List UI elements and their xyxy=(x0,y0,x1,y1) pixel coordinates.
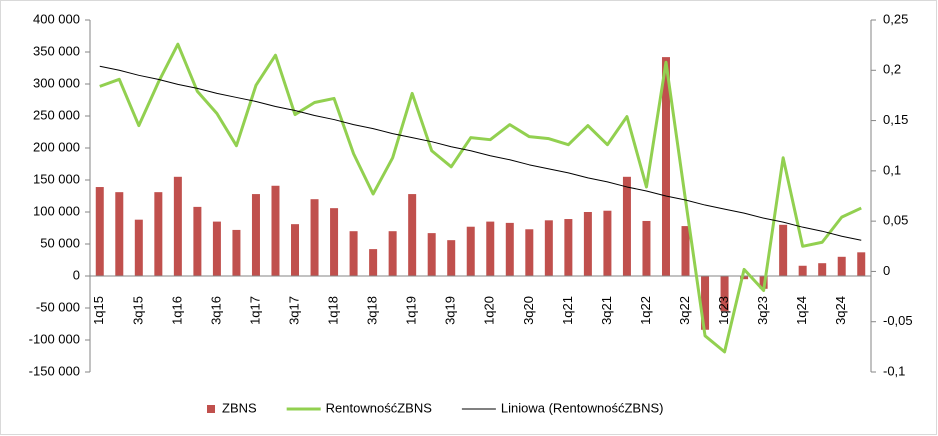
bar xyxy=(349,231,358,276)
x-tick-label: 1q23 xyxy=(716,296,731,325)
x-tick-label: 3q18 xyxy=(365,296,380,325)
y-tick-label: 350 000 xyxy=(33,43,80,58)
y-tick-label: 50 000 xyxy=(40,235,80,250)
y-tick-label: 100 000 xyxy=(33,203,80,218)
bar xyxy=(291,224,300,276)
bar xyxy=(720,276,729,312)
y2-tick-label: 0,2 xyxy=(883,62,901,77)
x-tick-label: 3q23 xyxy=(755,296,770,325)
x-tick-label: 3q15 xyxy=(130,296,145,325)
bar xyxy=(661,57,670,277)
bar xyxy=(779,224,788,276)
line-series xyxy=(99,42,862,354)
x-tick-label: 3q19 xyxy=(443,296,458,325)
y2-tick-label: 0,05 xyxy=(883,213,908,228)
x-tick-label: 1q19 xyxy=(404,296,419,325)
legend-label: RentownośćZBNS xyxy=(326,400,433,415)
bar xyxy=(173,176,182,276)
bar xyxy=(681,226,690,276)
y-tick-label: 400 000 xyxy=(33,11,80,26)
bar xyxy=(622,176,631,276)
x-tick-label: 1q18 xyxy=(326,296,341,325)
y2-tick-label: 0,25 xyxy=(883,11,908,26)
bar xyxy=(701,276,710,330)
bar xyxy=(134,219,143,276)
y-tick-label: 300 000 xyxy=(33,75,80,90)
bar xyxy=(447,240,456,276)
x-tick-label: 1q20 xyxy=(482,296,497,325)
x-tick-label: 1q17 xyxy=(247,296,262,325)
bar xyxy=(408,194,417,276)
bar xyxy=(798,265,807,276)
y-tick-label: -100 000 xyxy=(29,331,80,346)
y2-tick-label: 0,1 xyxy=(883,162,901,177)
bar xyxy=(193,206,202,276)
bar xyxy=(857,252,866,276)
bar xyxy=(583,212,592,276)
bar xyxy=(525,229,534,276)
y-tick-label: -50 000 xyxy=(36,299,80,314)
x-tick-label: 1q22 xyxy=(638,296,653,325)
y2-tick-label: -0,05 xyxy=(883,313,913,328)
x-tick-label: 1q24 xyxy=(794,296,809,325)
bar xyxy=(154,192,163,276)
x-tick-label: 3q22 xyxy=(677,296,692,325)
bar xyxy=(115,192,124,276)
bar xyxy=(95,187,104,276)
bar xyxy=(251,194,260,276)
x-tick-label: 1q16 xyxy=(169,296,184,325)
trend-line xyxy=(99,65,862,241)
bar xyxy=(466,226,475,276)
bar xyxy=(505,222,514,276)
x-tick-label: 1q15 xyxy=(91,296,106,325)
y2-tick-label: -0,1 xyxy=(883,363,905,378)
x-tick-label: 3q21 xyxy=(599,296,614,325)
bar xyxy=(740,276,749,280)
bar xyxy=(564,219,573,276)
bar xyxy=(310,199,319,276)
y2-tick-label: 0 xyxy=(883,263,890,278)
y2-tick-label: 0,15 xyxy=(883,112,908,127)
x-tick-label: 3q16 xyxy=(208,296,223,325)
y-tick-label: 0 xyxy=(73,267,80,282)
bar xyxy=(369,249,378,276)
bar xyxy=(603,210,612,276)
legend-label: ZBNS xyxy=(222,400,257,415)
bar xyxy=(388,231,397,276)
bar xyxy=(486,221,495,276)
legend-label: Liniowa (RentownośćZBNS) xyxy=(501,400,664,415)
x-tick-label: 3q24 xyxy=(833,296,848,325)
bar xyxy=(544,220,553,276)
bar xyxy=(837,256,846,276)
y-tick-label: 150 000 xyxy=(33,171,80,186)
y-tick-label: -150 000 xyxy=(29,363,80,378)
legend-swatch xyxy=(207,405,215,413)
bar xyxy=(427,233,436,276)
x-tick-label: 1q21 xyxy=(560,296,575,325)
bar xyxy=(271,185,280,276)
x-tick-label: 3q17 xyxy=(286,296,301,325)
y-tick-label: 200 000 xyxy=(33,139,80,154)
x-tick-label: 3q20 xyxy=(521,296,536,325)
y-tick-label: 250 000 xyxy=(33,107,80,122)
bar xyxy=(642,220,651,276)
bar xyxy=(232,229,241,276)
bar xyxy=(818,263,827,276)
bar xyxy=(212,221,221,276)
bar xyxy=(330,208,339,276)
